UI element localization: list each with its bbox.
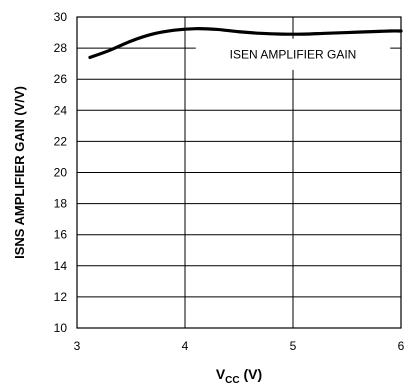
y-tick-label: 22 [54,134,68,148]
y-tick-label: 26 [54,72,68,86]
x-axis-label-subscript: CC [225,375,239,386]
y-tick-label: 30 [54,10,68,24]
y-tick-label: 24 [54,103,68,117]
plot-frame [76,16,402,329]
y-tick-label: 20 [54,166,68,180]
y-axis-label: ISNS AMPLIFIER GAIN (V/V) [12,86,27,259]
annotation-text: ISEN AMPLIFIER GAIN [230,47,357,61]
y-tick-label: 12 [54,290,68,304]
x-tick-labels: 3 4 5 6 [74,339,405,353]
y-tick-label: 16 [54,228,68,242]
y-tick-label: 10 [54,321,68,335]
y-tick-labels: 10 12 14 16 18 20 22 24 26 28 30 [54,10,68,335]
annotation-box [195,38,391,70]
x-axis-label-unit: (V) [240,366,263,382]
x-axis-label: VCC (V) [216,366,262,386]
y-tick-label: 18 [54,197,68,211]
y-tick-label: 28 [54,41,68,55]
x-tick-label: 4 [182,339,189,353]
x-tick-label: 6 [398,339,405,353]
x-tick-label: 5 [290,339,297,353]
series-group [88,27,403,60]
series-line [88,27,403,60]
y-tick-label: 14 [54,259,68,273]
x-tick-label: 3 [74,339,81,353]
x-axis-label-main: V [216,366,226,382]
